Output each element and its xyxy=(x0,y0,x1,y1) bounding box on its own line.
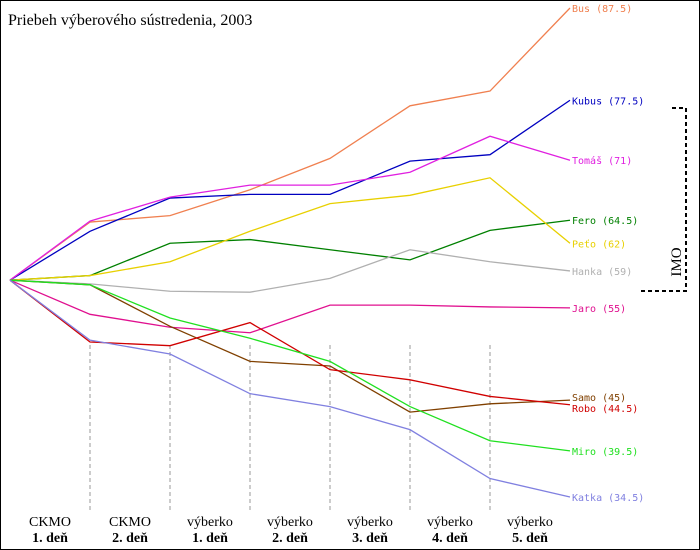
column-label: výberko xyxy=(347,515,393,530)
series-label: Bus (87.5) xyxy=(572,4,632,15)
series-value-label: (34.5) xyxy=(608,493,644,504)
series-name: Samo xyxy=(572,393,596,404)
series-value-label: (39.5) xyxy=(602,447,638,458)
series-label: Fero (64.5) xyxy=(572,216,638,227)
series-line xyxy=(9,249,571,293)
series-label: Tomáš (71) xyxy=(572,155,632,167)
series-line xyxy=(9,279,571,498)
series-value-label: (71) xyxy=(608,156,632,167)
series-value-label: (62) xyxy=(602,239,626,250)
series-value-label: (55) xyxy=(602,304,626,315)
series-name: Hanka xyxy=(572,267,602,278)
column-label: CKMO xyxy=(109,515,151,530)
series-label: Miro (39.5) xyxy=(572,447,638,458)
series-value-label: (59) xyxy=(608,267,632,278)
series-value-label: (77.5) xyxy=(608,96,644,107)
column-label: výberko xyxy=(267,515,313,530)
chart-title: Priebeh výberového sústredenia, 2003 xyxy=(8,12,252,29)
series-label: Robo (44.5) xyxy=(572,404,638,415)
column-label: 5. deň xyxy=(512,531,548,546)
column-label: 1. deň xyxy=(32,531,68,546)
series-name: Peťo xyxy=(572,238,596,250)
column-label: CKMO xyxy=(29,515,71,530)
series-line xyxy=(9,279,571,334)
series-line xyxy=(9,7,571,281)
imo-bracket: IMO xyxy=(640,107,687,292)
series-line xyxy=(9,219,571,281)
series-label: Katka (34.5) xyxy=(572,493,644,504)
series-name: Jaro xyxy=(572,304,596,315)
series-name: Robo xyxy=(572,404,596,415)
series-label: Jaro (55) xyxy=(572,304,626,315)
series-line xyxy=(9,135,571,281)
series-value-label: (87.5) xyxy=(596,4,632,15)
series-label: Samo (45) xyxy=(572,393,626,404)
series-line xyxy=(9,279,571,413)
column-label: výberko xyxy=(507,515,553,530)
series-name: Bus xyxy=(572,4,590,15)
series-line xyxy=(9,177,571,281)
series-name: Kubus xyxy=(572,96,602,107)
series-value-label: (64.5) xyxy=(602,216,638,227)
imo-label: IMO xyxy=(669,247,685,276)
column-label: 2. deň xyxy=(272,531,308,546)
series-name: Fero xyxy=(572,216,596,227)
series-label: Kubus (77.5) xyxy=(572,96,644,107)
column-label: 2. deň xyxy=(112,531,148,546)
series-line xyxy=(9,279,571,452)
column-label: výberko xyxy=(187,515,233,530)
series-value-label: (45) xyxy=(602,393,626,404)
series-line xyxy=(9,99,571,281)
series-name: Miro xyxy=(572,447,596,458)
column-label: 4. deň xyxy=(432,531,468,546)
series-name: Tomáš xyxy=(572,155,602,167)
series-label: Peťo (62) xyxy=(572,238,626,250)
column-label: 3. deň xyxy=(352,531,388,546)
column-label: 1. deň xyxy=(192,531,228,546)
series-name: Katka xyxy=(572,493,602,504)
column-label: výberko xyxy=(427,515,473,530)
series-value-label: (44.5) xyxy=(602,404,638,415)
series-label: Hanka (59) xyxy=(572,267,632,278)
imo-line xyxy=(640,107,687,292)
